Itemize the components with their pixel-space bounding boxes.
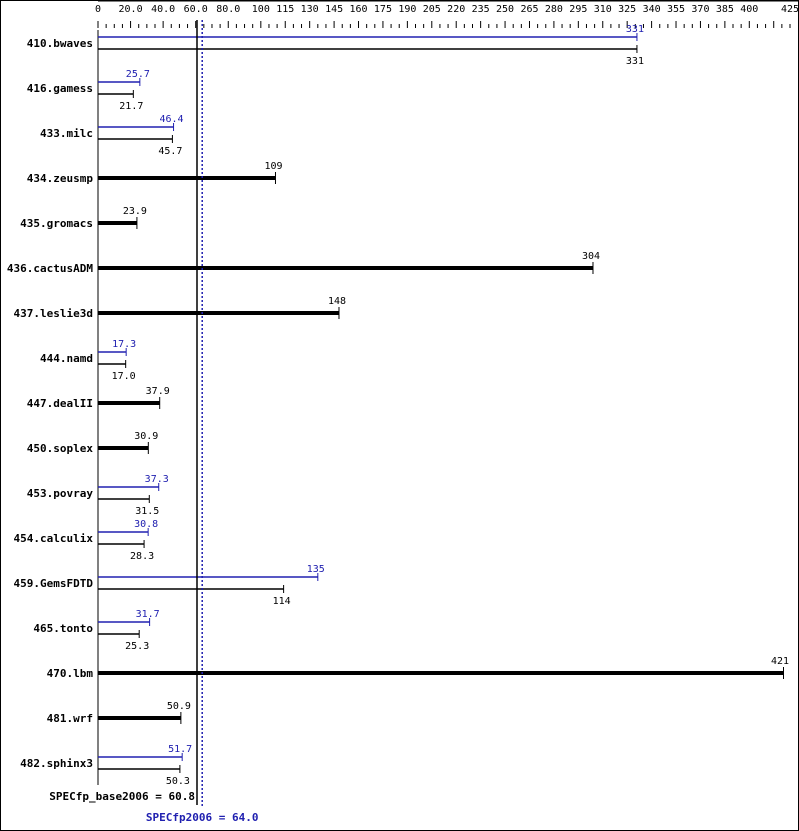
peak-value-label: 31.7 [136,609,160,620]
benchmark-label: 437.leslie3d [14,307,93,320]
x-tick-label: 250 [496,4,514,15]
x-tick-label: 325 [618,4,636,15]
benchmark-label: 434.zeusmp [27,172,94,185]
x-tick-label: 205 [423,4,441,15]
x-tick-label: 340 [643,4,661,15]
peak-value-label: 17.3 [112,339,136,350]
base-value-label: 37.9 [146,386,170,397]
benchmark-label: 481.wrf [47,712,93,725]
benchmark-label: 450.soplex [27,442,94,455]
base-value-label: 25.3 [125,641,149,652]
benchmark-label: 459.GemsFDTD [14,577,94,590]
x-tick-label: 280 [545,4,563,15]
benchmark-label: 433.milc [40,127,93,140]
x-tick-label: 355 [667,4,685,15]
x-tick-label: 145 [325,4,343,15]
benchmark-label: 416.gamess [27,82,93,95]
benchmark-label: 447.dealII [27,397,93,410]
benchmark-label: 435.gromacs [20,217,93,230]
x-tick-label: 60.0 [184,4,208,15]
benchmark-label: 470.lbm [47,667,94,680]
benchmark-label: 454.calculix [14,532,94,545]
x-tick-label: 425 [781,4,799,15]
base-value-label: 331 [626,56,644,67]
base-value-label: 421 [771,656,789,667]
base-value-label: 50.3 [166,776,190,787]
x-tick-label: 370 [691,4,709,15]
x-tick-label: 100 [252,4,270,15]
base-value-label: 21.7 [119,101,143,112]
x-tick-label: 235 [472,4,490,15]
peak-reference-label: SPECfp2006 = 64.0 [146,811,259,824]
base-value-label: 45.7 [158,146,182,157]
base-value-label: 28.3 [130,551,154,562]
x-tick-label: 0 [95,4,101,15]
peak-value-label: 30.8 [134,519,158,530]
x-tick-label: 160 [349,4,367,15]
peak-value-label: 51.7 [168,744,192,755]
x-tick-label: 220 [447,4,465,15]
base-value-label: 50.9 [167,701,191,712]
x-tick-label: 130 [301,4,319,15]
base-value-label: 23.9 [123,206,147,217]
base-value-label: 304 [582,251,600,262]
x-tick-label: 385 [716,4,734,15]
benchmark-label: 436.cactusADM [7,262,93,275]
base-value-label: 31.5 [135,506,159,517]
x-tick-label: 80.0 [216,4,240,15]
base-value-label: 148 [328,296,346,307]
benchmark-label: 465.tonto [33,622,93,635]
x-tick-label: 115 [276,4,294,15]
x-tick-label: 265 [520,4,538,15]
peak-value-label: 37.3 [145,474,169,485]
x-tick-label: 190 [398,4,416,15]
base-value-label: 17.0 [112,371,136,382]
base-value-label: 114 [273,596,291,607]
x-tick-label: 310 [594,4,612,15]
peak-value-label: 25.7 [126,69,150,80]
x-tick-label: 295 [569,4,587,15]
base-value-label: 30.9 [134,431,158,442]
benchmark-label: 453.povray [27,487,94,500]
x-tick-label: 20.0 [119,4,143,15]
benchmark-label: 482.sphinx3 [20,757,93,770]
benchmark-label: 410.bwaves [27,37,93,50]
peak-value-label: 46.4 [160,114,184,125]
peak-value-label: 331 [626,24,644,35]
x-tick-label: 400 [740,4,758,15]
x-tick-label: 175 [374,4,392,15]
benchmark-label: 444.namd [40,352,93,365]
x-tick-label: 40.0 [151,4,175,15]
peak-value-label: 135 [307,564,325,575]
base-value-label: 109 [264,161,282,172]
base-reference-label: SPECfp_base2006 = 60.8 [49,790,195,803]
